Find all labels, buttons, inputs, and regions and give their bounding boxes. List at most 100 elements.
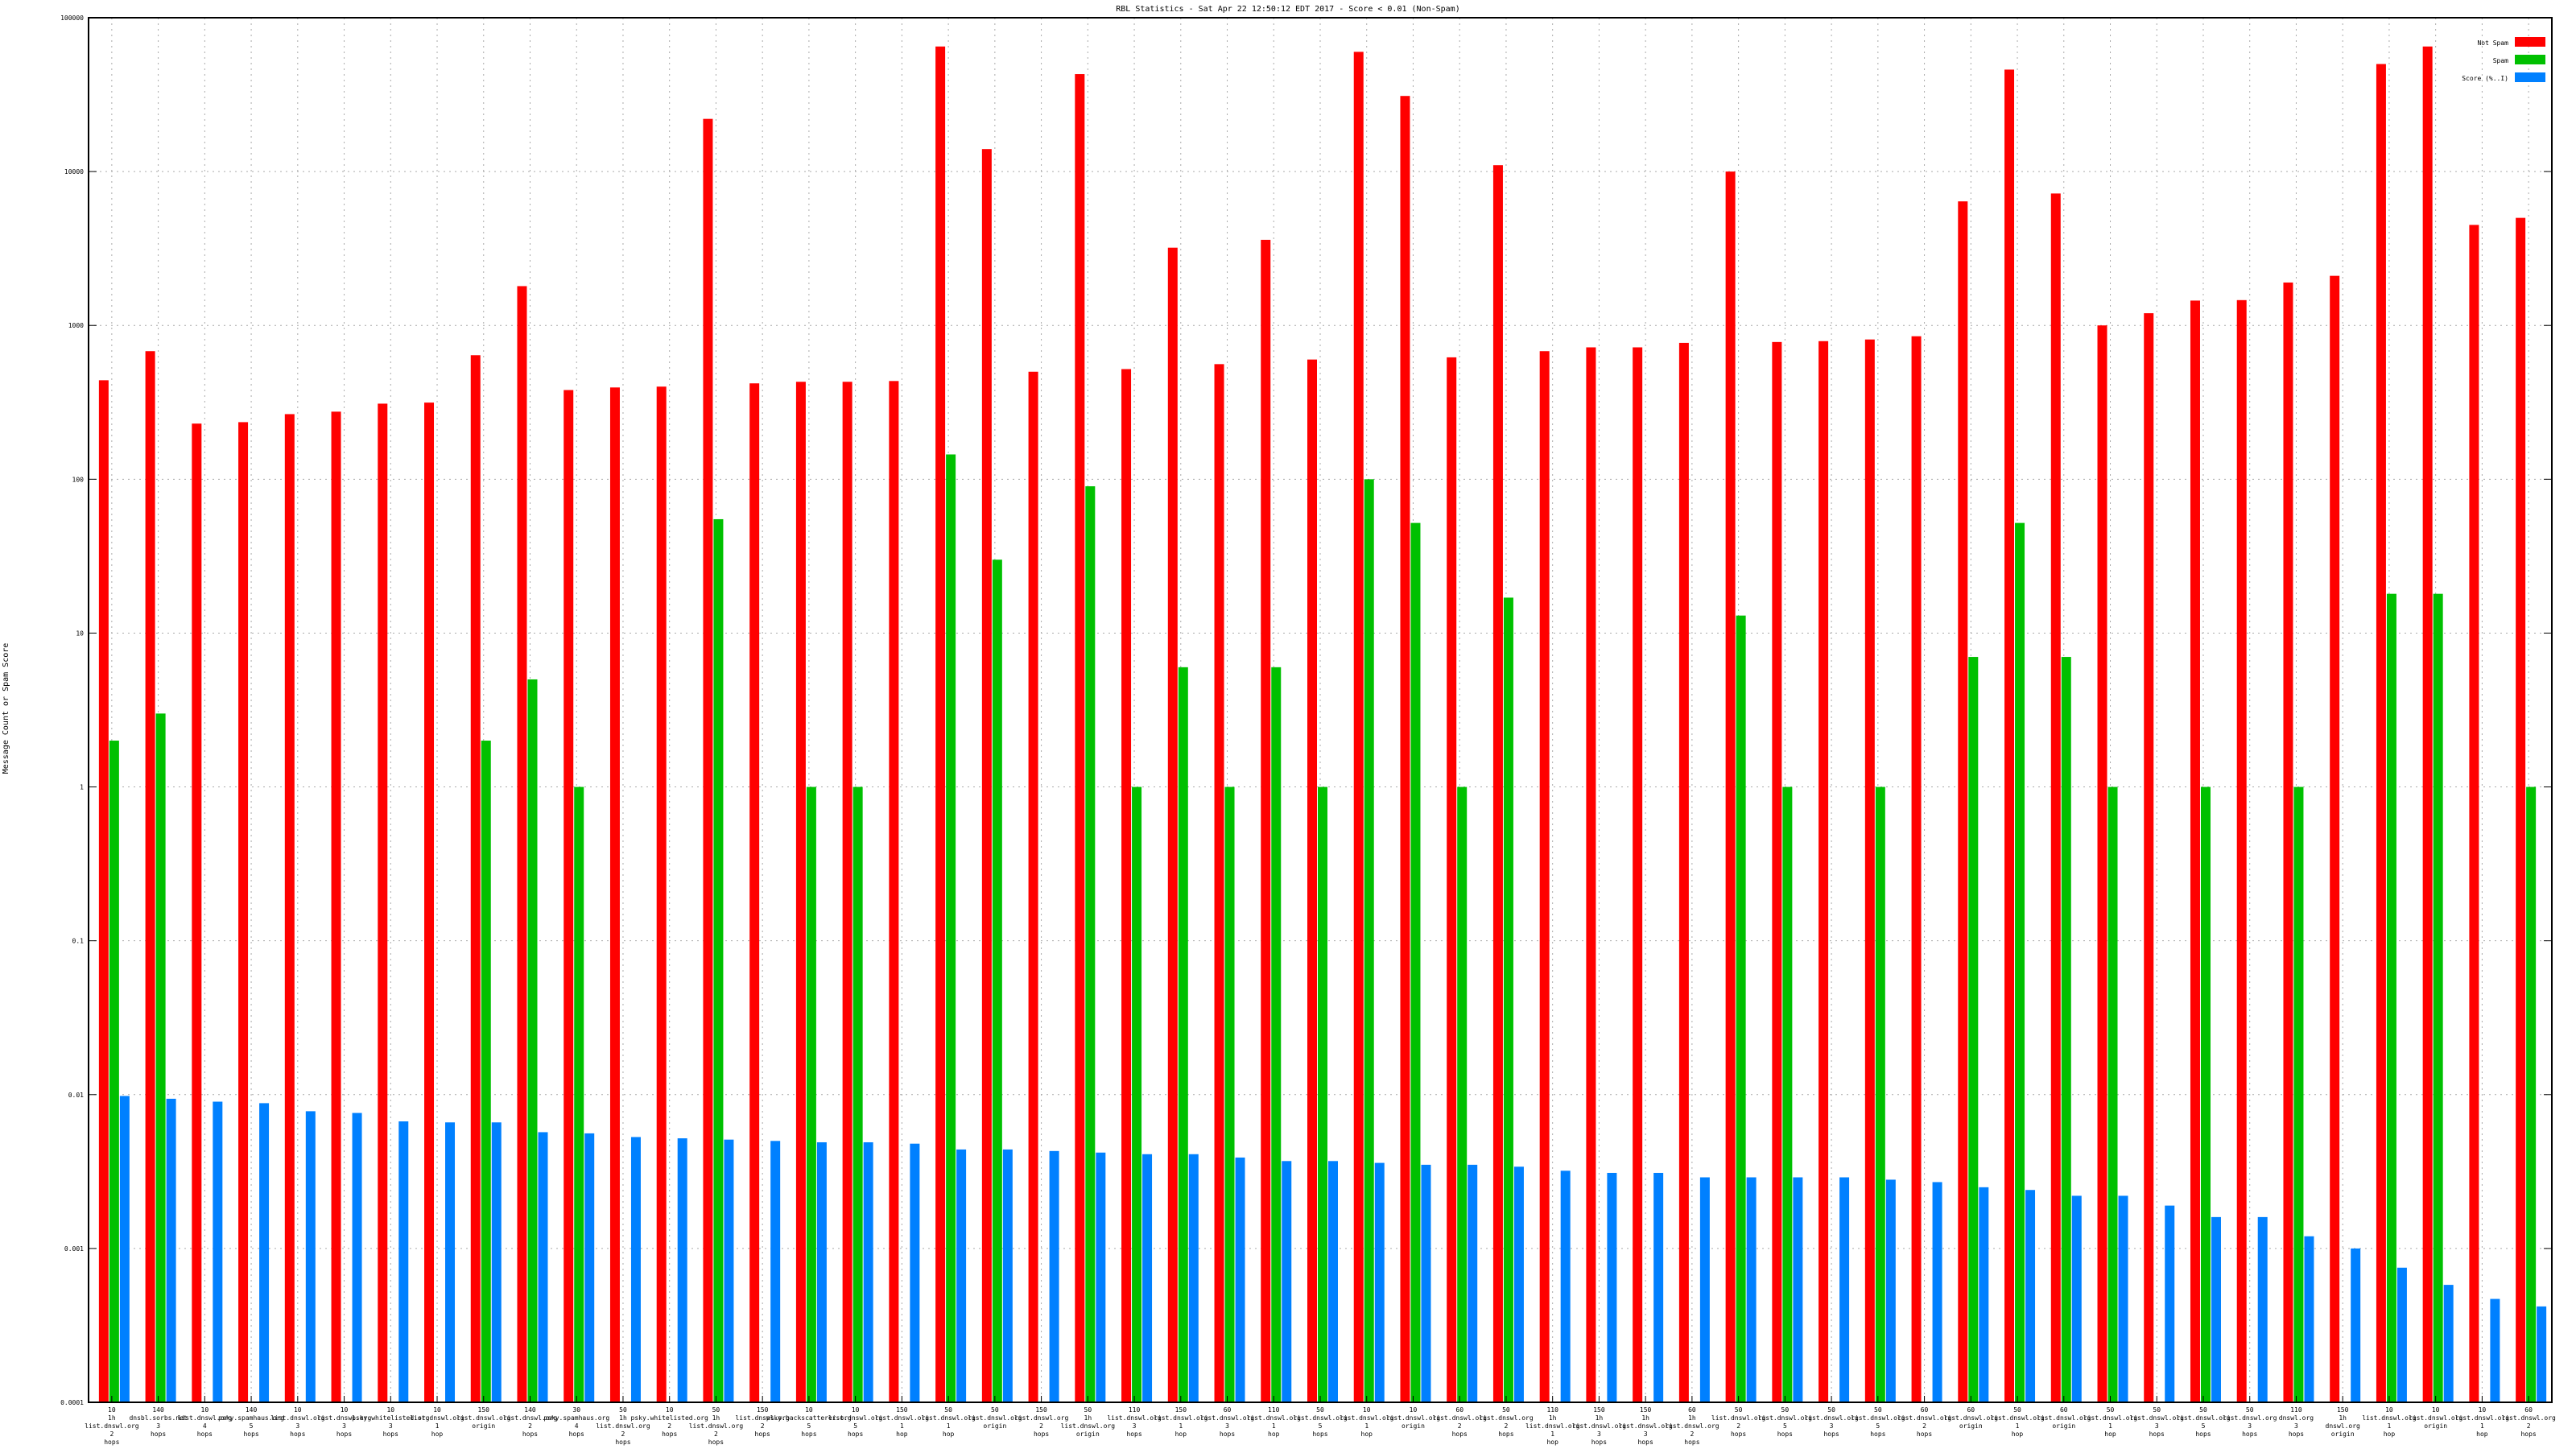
bar-score [1513, 1166, 1524, 1402]
x-tick-label: 50 1h list.dnswl.org origin [1061, 1406, 1116, 1438]
bar-not [284, 414, 295, 1403]
bar-score [910, 1143, 920, 1402]
bar-score [956, 1149, 967, 1402]
bar-score [2118, 1195, 2128, 1402]
bar-score [1607, 1172, 1617, 1402]
bar-score [538, 1132, 548, 1402]
bar-score [2443, 1285, 2454, 1402]
bar-score [1002, 1149, 1013, 1402]
x-tick-label: 50 list.dnswl.org 3 hops [1804, 1406, 1859, 1438]
bar-not [2097, 325, 2107, 1403]
bar-not [1400, 96, 1410, 1403]
x-tick-label: 10 psky.whitelisted.org 2 hops [631, 1406, 709, 1438]
x-tick-label: 50 list.dnswl.org 5 hops [1758, 1406, 1813, 1438]
bar-spam [2107, 786, 2118, 1402]
bar-not [1958, 201, 1968, 1403]
bar-spam [1736, 615, 1746, 1402]
y-tick-label: 0.1 [72, 938, 85, 945]
bar-spam [992, 559, 1002, 1403]
x-tick-label: 140 list.dnswl.org 2 hops [503, 1406, 558, 1438]
bar-not [656, 386, 667, 1403]
bar-spam [1271, 667, 1282, 1402]
bar-score [1932, 1182, 1942, 1402]
bar-score [584, 1133, 595, 1402]
legend: Not Spam Spam Score (%..I) [2462, 37, 2545, 82]
bars [98, 46, 2547, 1403]
bar-not [2004, 69, 2015, 1403]
bar-not [2050, 193, 2061, 1402]
bar-spam [852, 786, 863, 1402]
x-tick-label: 10 list.dnswl.org 1 hop [410, 1406, 464, 1438]
bar-score [2071, 1195, 2082, 1402]
bar-not [2422, 46, 2433, 1402]
bar-score [1374, 1162, 1385, 1402]
bar-score [1746, 1177, 1757, 1402]
bar-score [1421, 1164, 1431, 1402]
bar-score [1188, 1154, 1199, 1402]
bar-not [192, 423, 202, 1402]
x-tick-label: 50 list.dnswl.org 3 hops [2223, 1406, 2277, 1438]
bar-score [259, 1103, 270, 1402]
bar-spam [1968, 657, 1979, 1402]
bar-not [98, 380, 109, 1403]
bar-spam [1364, 479, 1374, 1403]
bar-spam [1318, 786, 1327, 1402]
bar-spam [2200, 786, 2211, 1402]
bar-not [1353, 52, 1364, 1403]
bar-score [119, 1096, 130, 1402]
bar-not [609, 387, 620, 1402]
bar-score [305, 1111, 316, 1402]
bar-spam [2526, 786, 2537, 1402]
x-tick-label: 50 list.dnswl.org 1 hop [921, 1406, 976, 1438]
bar-score [1096, 1152, 1106, 1402]
bar-score [2304, 1236, 2314, 1402]
bar-score [1468, 1164, 1478, 1402]
x-tick-label: 10 psky.whitelisted.org 3 hops [352, 1406, 430, 1438]
bar-not [2236, 299, 2247, 1403]
bar-not [564, 390, 574, 1402]
bar-spam [1178, 667, 1188, 1402]
bar-not [1911, 336, 1922, 1402]
bar-not [1678, 342, 1689, 1403]
bar-score [398, 1121, 409, 1402]
bar-spam [109, 741, 119, 1402]
x-tick-label: 150 list.dnswl.org 2 hops [735, 1406, 790, 1438]
x-tick-label: 50 list.dnswl.org 1 hop [2083, 1406, 2138, 1438]
legend-label: Not Spam [2477, 39, 2508, 47]
y-tick-label: 0.001 [64, 1245, 84, 1253]
bar-not [842, 382, 852, 1402]
bar-score [2257, 1216, 2268, 1402]
x-tick-label: 110 dnswl.org 3 hops [2279, 1406, 2314, 1438]
bar-score [1793, 1177, 1803, 1402]
bar-spam [2061, 657, 2071, 1402]
x-tick-label: 50 list.dnswl.org 2 hops [1479, 1406, 1534, 1438]
bar-spam [155, 713, 166, 1402]
bar-score [1885, 1179, 1896, 1402]
legend-swatch [2515, 55, 2545, 64]
bar-score [724, 1139, 734, 1402]
bar-not [2376, 64, 2386, 1403]
x-tick-label: 10 list.dnswl.org 3 hops [317, 1406, 372, 1438]
bar-score [2537, 1306, 2547, 1402]
bar-not [1725, 171, 1736, 1403]
bar-spam [481, 741, 491, 1402]
bar-score [1142, 1154, 1153, 1402]
x-tick-label: 150 1h dnswl.org origin [2326, 1406, 2361, 1438]
bar-not [517, 286, 527, 1403]
bar-score [166, 1098, 176, 1402]
bar-not [1539, 351, 1550, 1402]
bar-not [1307, 359, 1317, 1402]
bar-not [1633, 347, 1643, 1403]
x-tick-label: 140 psky.spamhaus.org 5 hops [218, 1406, 284, 1438]
x-tick-label: 150 list.dnswl.org 1 hop [1154, 1406, 1208, 1438]
bar-score [491, 1122, 502, 1402]
bar-score [630, 1137, 641, 1402]
bar-score [2396, 1267, 2407, 1402]
bar-not [2469, 225, 2479, 1403]
x-tick-label: 10 list.dnswl.org origin [1386, 1406, 1441, 1430]
bar-spam [1875, 786, 1885, 1402]
bar-not [1121, 369, 1132, 1403]
x-tick-label: 10 list.dnswl.org 5 hops [828, 1406, 883, 1438]
bar-score [2351, 1248, 2361, 1402]
